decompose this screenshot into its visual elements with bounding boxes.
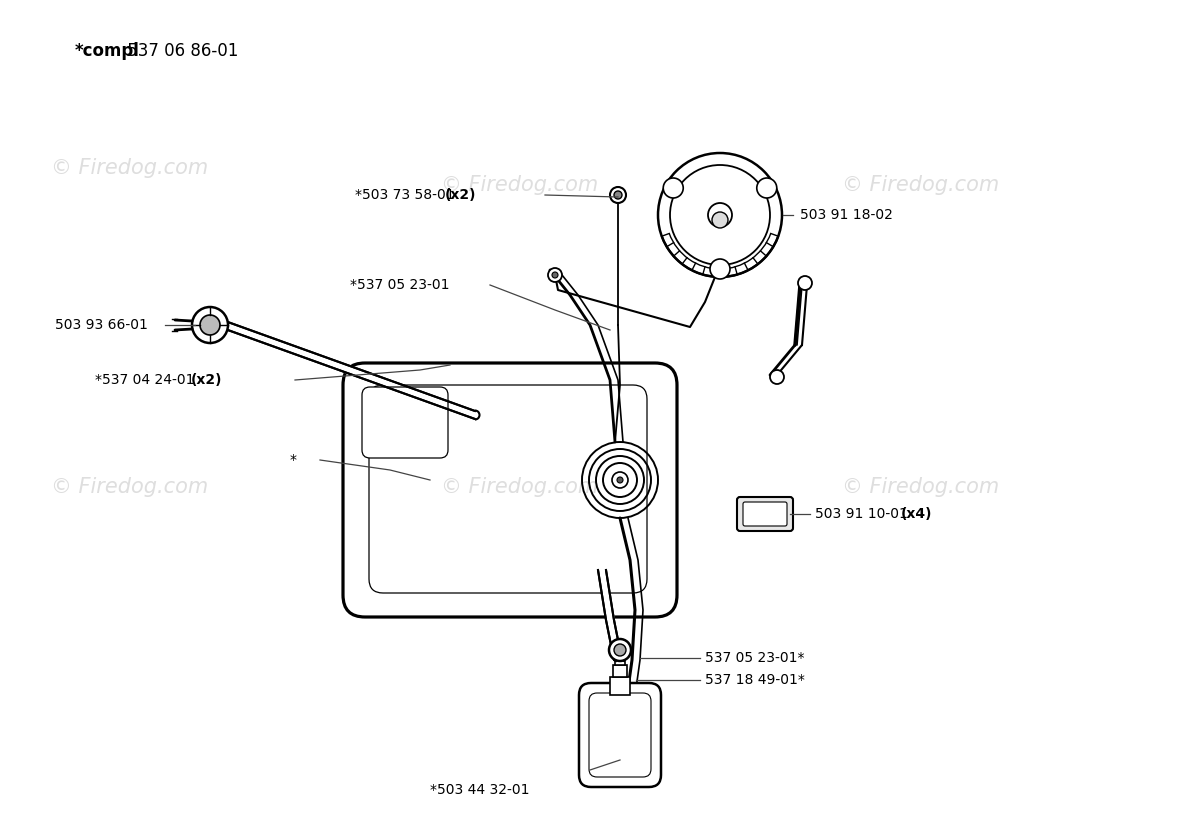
Circle shape bbox=[712, 212, 728, 228]
Circle shape bbox=[614, 644, 627, 656]
Text: *503 44 32-01: *503 44 32-01 bbox=[430, 783, 530, 797]
Text: © Firedog.com: © Firedog.com bbox=[440, 477, 598, 497]
Circle shape bbox=[192, 307, 228, 343]
Circle shape bbox=[552, 272, 558, 278]
Circle shape bbox=[756, 178, 776, 198]
FancyBboxPatch shape bbox=[362, 387, 448, 458]
Circle shape bbox=[617, 477, 623, 483]
Circle shape bbox=[199, 315, 219, 335]
Text: (x4): (x4) bbox=[902, 507, 932, 521]
Circle shape bbox=[612, 472, 628, 488]
Text: 537 05 23-01*: 537 05 23-01* bbox=[704, 651, 805, 665]
Text: *: * bbox=[290, 453, 297, 467]
Text: (x2): (x2) bbox=[191, 373, 223, 387]
Text: 503 93 66-01: 503 93 66-01 bbox=[55, 318, 148, 332]
Text: 537 06 86-01: 537 06 86-01 bbox=[122, 42, 238, 60]
Text: (x2): (x2) bbox=[445, 188, 477, 202]
Circle shape bbox=[798, 276, 812, 290]
Text: *compl: *compl bbox=[76, 42, 140, 60]
Text: *503 73 58-01: *503 73 58-01 bbox=[355, 188, 459, 202]
Circle shape bbox=[708, 203, 732, 227]
Text: © Firedog.com: © Firedog.com bbox=[440, 175, 598, 195]
Text: 537 18 49-01*: 537 18 49-01* bbox=[704, 673, 805, 687]
Circle shape bbox=[670, 165, 771, 265]
Text: 503 91 18-02: 503 91 18-02 bbox=[800, 208, 893, 222]
Bar bbox=[612, 665, 627, 677]
Bar bbox=[610, 677, 630, 695]
FancyBboxPatch shape bbox=[738, 497, 793, 531]
Circle shape bbox=[771, 370, 784, 384]
Circle shape bbox=[609, 639, 631, 661]
FancyBboxPatch shape bbox=[579, 683, 661, 787]
Circle shape bbox=[658, 153, 782, 277]
Text: 503 91 10-01: 503 91 10-01 bbox=[815, 507, 912, 521]
Bar bbox=[615, 657, 625, 665]
Circle shape bbox=[610, 187, 627, 203]
Text: © Firedog.com: © Firedog.com bbox=[51, 158, 209, 178]
Text: © Firedog.com: © Firedog.com bbox=[51, 477, 209, 497]
Circle shape bbox=[548, 268, 562, 282]
FancyBboxPatch shape bbox=[743, 502, 787, 526]
Text: © Firedog.com: © Firedog.com bbox=[841, 477, 999, 497]
Text: *537 04 24-01: *537 04 24-01 bbox=[96, 373, 199, 387]
Text: *537 05 23-01: *537 05 23-01 bbox=[350, 278, 450, 292]
Circle shape bbox=[710, 259, 730, 279]
Text: © Firedog.com: © Firedog.com bbox=[841, 175, 999, 195]
FancyBboxPatch shape bbox=[343, 363, 677, 617]
Circle shape bbox=[663, 178, 683, 198]
Circle shape bbox=[614, 191, 622, 199]
